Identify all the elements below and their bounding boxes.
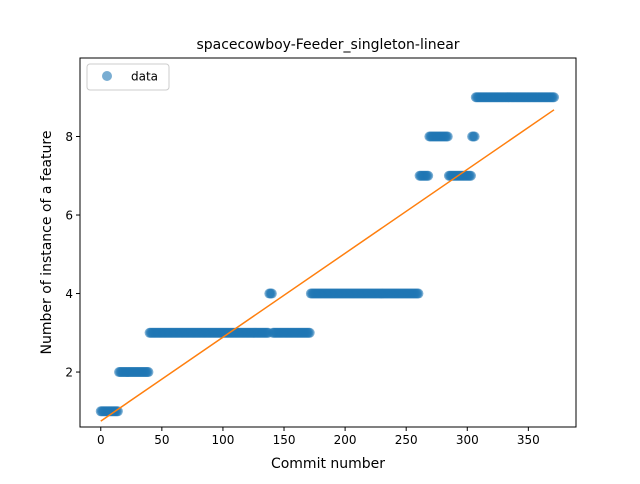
data-point [304,327,315,338]
x-tick-label: 250 [395,433,418,447]
y-tick-label: 4 [65,287,73,301]
data-point [549,92,560,103]
data-point [266,288,277,299]
y-axis-label: Number of instance of a feature [39,131,55,355]
x-tick-label: 150 [273,433,296,447]
x-tick-label: 350 [517,433,540,447]
data-point [112,406,123,417]
fit-line-layer [100,109,555,422]
x-axis-label: Commit number [271,456,385,472]
y-tick-label: 8 [65,130,73,144]
data-point [442,131,453,142]
legend-box [86,63,170,91]
x-tick-label: 200 [334,433,357,447]
data-points [95,92,560,417]
data-point [465,170,476,181]
data-point [423,170,434,181]
x-tick-label: 100 [211,433,234,447]
y-axis-ticks: 2 4 6 8 [65,130,80,380]
x-axis-ticks: 0 50 100 150 200 250 300 350 [97,427,540,447]
legend-marker [102,71,112,81]
y-tick-label: 2 [65,366,73,380]
legend-label: data [131,70,158,84]
chart-title: spacecowboy-Feeder_singleton-linear [196,37,459,53]
x-tick-label: 50 [154,433,169,447]
data-point [469,131,480,142]
x-tick-label: 300 [456,433,479,447]
data-point [413,288,424,299]
legend: data [86,63,170,91]
x-tick-label: 0 [97,433,105,447]
plot-frame [79,57,577,428]
data-point [143,367,154,378]
y-tick-label: 6 [65,209,73,223]
fit-line [100,109,555,422]
